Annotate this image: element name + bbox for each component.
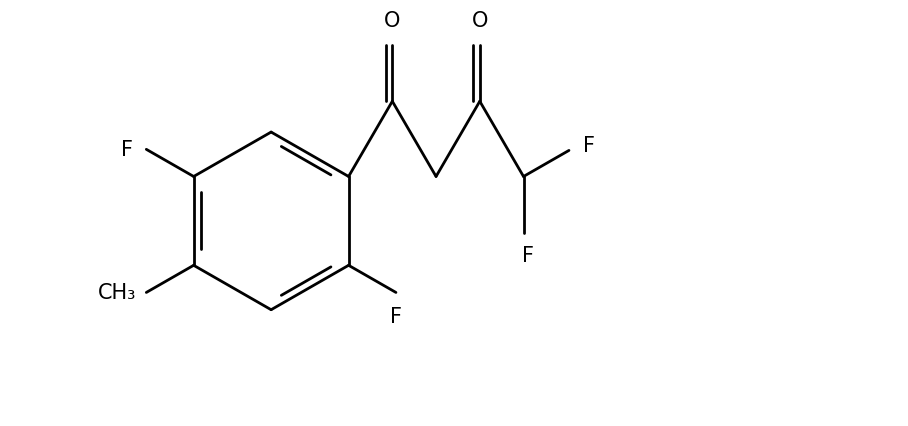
Text: F: F (390, 307, 402, 326)
Text: F: F (522, 245, 535, 265)
Text: CH₃: CH₃ (98, 283, 136, 303)
Text: F: F (583, 136, 595, 156)
Text: F: F (122, 140, 133, 160)
Text: O: O (384, 11, 400, 31)
Text: O: O (471, 11, 488, 31)
